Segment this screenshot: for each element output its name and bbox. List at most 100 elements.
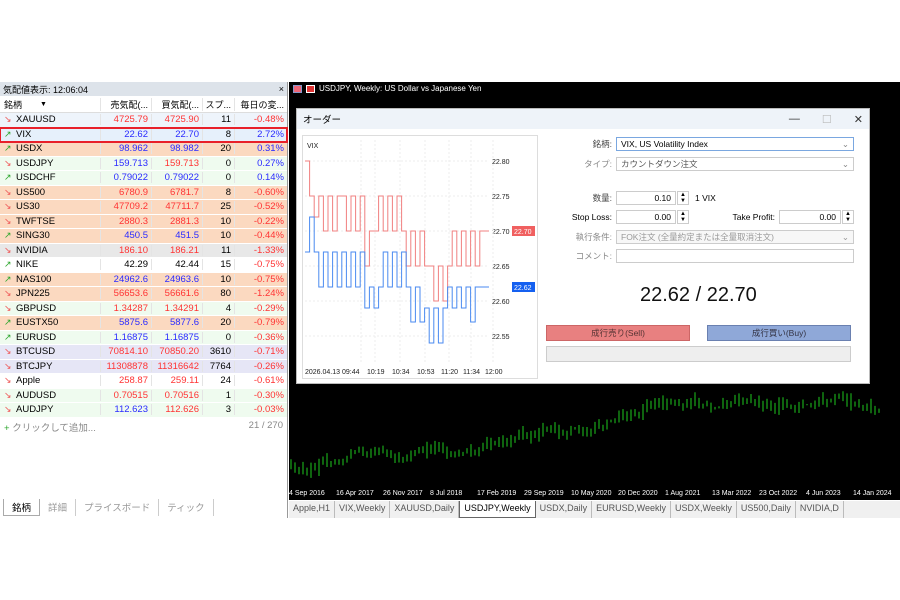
symbol-name: USDJPY bbox=[16, 157, 54, 169]
symbol-row-usdchf[interactable]: ↗ USDCHF 0.79022 0.79022 0 0.14% bbox=[0, 171, 287, 186]
market-watch-panel: 気配値表示: 12:06:04 × 銘柄 ▼ 売気配(... 買気配(... スプ… bbox=[0, 82, 288, 518]
chart-tab[interactable]: EURUSD,Weekly bbox=[592, 501, 671, 518]
volume-spinner[interactable]: ▲ ▼ bbox=[677, 191, 689, 205]
take-profit-spinner[interactable]: ▲ ▼ bbox=[842, 210, 854, 224]
column-symbol[interactable]: 銘柄 ▼ bbox=[4, 99, 47, 110]
arrow-down-icon: ↘ bbox=[4, 360, 12, 371]
take-profit-input[interactable]: 0.00 bbox=[779, 210, 841, 224]
daily-change: -0.52% bbox=[234, 201, 287, 213]
chart-tab[interactable]: VIX,Weekly bbox=[335, 501, 391, 518]
symbol-row-nas100[interactable]: ↗ NAS100 24962.6 24963.6 10 -0.75% bbox=[0, 272, 287, 287]
status-bar bbox=[546, 346, 851, 362]
stop-loss-spinner[interactable]: ▲ ▼ bbox=[677, 210, 689, 224]
column-ask[interactable]: 買気配(... bbox=[151, 97, 202, 111]
date-tick-label: 1 Aug 2021 bbox=[665, 490, 701, 497]
symbol-name: TWFTSE bbox=[16, 215, 56, 227]
symbol-row-eurusd[interactable]: ↗ EURUSD 1.16875 1.16875 0 -0.36% bbox=[0, 330, 287, 345]
spread: 11 bbox=[202, 114, 234, 126]
symbol-row-audusd[interactable]: ↘ AUDUSD 0.70515 0.70516 1 -0.30% bbox=[0, 388, 287, 403]
symbol-row-apple[interactable]: ↘ Apple 258.87 259.11 24 -0.61% bbox=[0, 374, 287, 389]
close-icon[interactable]: × bbox=[278, 84, 284, 94]
symbol-row-nike[interactable]: ↗ NIKE 42.29 42.44 15 -0.75% bbox=[0, 258, 287, 273]
sell-button[interactable]: 成行売り(Sell) bbox=[546, 325, 690, 341]
spread: 3610 bbox=[202, 346, 234, 358]
tab-details[interactable]: 詳細 bbox=[40, 499, 77, 516]
symbol-row-usdx[interactable]: ↗ USDX 98.962 98.982 20 0.31% bbox=[0, 142, 287, 157]
close-icon[interactable]: ✕ bbox=[853, 113, 863, 126]
volume-label: 数量: bbox=[592, 193, 612, 203]
chart-windows-icon bbox=[293, 84, 302, 93]
date-tick-label: 23 Oct 2022 bbox=[759, 490, 798, 497]
type-select[interactable]: カウントダウン注文 ⌄ bbox=[616, 157, 854, 171]
symbol-row-us30[interactable]: ↘ US30 47709.2 47711.7 25 -0.52% bbox=[0, 200, 287, 215]
volume-input[interactable]: 0.10 bbox=[616, 191, 676, 205]
arrow-up-icon: ↗ bbox=[4, 172, 12, 183]
arrow-down-icon: ↘ bbox=[4, 375, 12, 386]
daily-change: -0.30% bbox=[234, 389, 287, 401]
daily-change: -0.75% bbox=[234, 273, 287, 285]
add-symbol-row[interactable]: + クリックして追加... 21 / 270 bbox=[0, 418, 287, 436]
symbol-select[interactable]: VIX, US Volatility Index ⌄ bbox=[616, 137, 854, 151]
comment-input[interactable] bbox=[616, 249, 854, 263]
column-daily-change[interactable]: 毎日の変... bbox=[234, 97, 287, 111]
bid-price: 186.10 bbox=[100, 244, 151, 256]
ask-price: 186.21 bbox=[151, 244, 202, 256]
tab-symbols[interactable]: 銘柄 bbox=[3, 499, 41, 516]
bid-price: 98.962 bbox=[100, 143, 151, 155]
spread: 3 bbox=[202, 404, 234, 416]
symbol-row-us500[interactable]: ↘ US500 6780.9 6781.7 8 -0.60% bbox=[0, 185, 287, 200]
bid-price: 4725.79 bbox=[100, 114, 151, 126]
column-bid[interactable]: 売気配(... bbox=[100, 97, 151, 111]
column-spread[interactable]: スプ... bbox=[202, 97, 234, 111]
symbol-row-nvidia[interactable]: ↘ NVIDIA 186.10 186.21 11 -1.33% bbox=[0, 243, 287, 258]
daily-change: -0.29% bbox=[234, 302, 287, 314]
ask-price: 259.11 bbox=[151, 375, 202, 387]
bid-price: 0.70515 bbox=[100, 389, 151, 401]
buy-button[interactable]: 成行買い(Buy) bbox=[707, 325, 851, 341]
symbol-name: EUSTX50 bbox=[16, 317, 59, 329]
tab-ticks[interactable]: ティック bbox=[159, 499, 214, 516]
symbol-name: NIKE bbox=[16, 259, 39, 271]
symbol-row-audjpy[interactable]: ↘ AUDJPY 112.623 112.626 3 -0.03% bbox=[0, 403, 287, 418]
y-tick-label: 22.65 bbox=[492, 264, 510, 271]
symbol-name: AUDJPY bbox=[16, 404, 54, 416]
ask-price: 112.626 bbox=[151, 404, 202, 416]
symbol-name: US500 bbox=[16, 186, 46, 198]
chart-tab[interactable]: NVIDIA,D bbox=[796, 501, 844, 518]
arrow-down-icon: ↘ bbox=[4, 404, 12, 415]
chart-tab[interactable]: XAUUSD,Daily bbox=[390, 501, 460, 518]
tab-priceboard[interactable]: プライスボード bbox=[76, 499, 160, 516]
symbol-row-usdjpy[interactable]: ↘ USDJPY 159.713 159.713 0 0.27% bbox=[0, 156, 287, 171]
symbol-row-btcjpy[interactable]: ↘ BTCJPY 11308878 11316642 7764 -0.26% bbox=[0, 359, 287, 374]
chart-tab[interactable]: USDJPY,Weekly bbox=[459, 501, 536, 518]
plus-icon: + bbox=[4, 422, 10, 434]
take-profit-field: Take Profit: 0.00 ▲ ▼ bbox=[713, 210, 854, 224]
maximize-icon[interactable]: ☐ bbox=[821, 113, 832, 126]
spread: 80 bbox=[202, 288, 234, 300]
spread: 4 bbox=[202, 302, 234, 314]
symbol-row-twftse[interactable]: ↘ TWFTSE 2880.3 2881.3 10 -0.22% bbox=[0, 214, 287, 229]
minimize-icon[interactable]: — bbox=[788, 112, 800, 125]
symbol-row-eustx50[interactable]: ↗ EUSTX50 5875.6 5877.6 20 -0.79% bbox=[0, 316, 287, 331]
spread: 0 bbox=[202, 172, 234, 184]
arrow-down-icon: ↘ bbox=[4, 288, 12, 299]
chart-tab[interactable]: USDX,Daily bbox=[536, 501, 593, 518]
chart-tab[interactable]: Apple,H1 bbox=[289, 501, 336, 518]
symbol-row-sing30[interactable]: ↗ SING30 450.5 451.5 10 -0.44% bbox=[0, 229, 287, 244]
symbol-label: 銘柄: bbox=[592, 139, 612, 149]
stop-loss-input[interactable]: 0.00 bbox=[616, 210, 676, 224]
symbol-row-vix[interactable]: ↗ VIX 22.62 22.70 8 2.72% bbox=[0, 126, 288, 143]
spread: 15 bbox=[202, 259, 234, 271]
ask-price: 2881.3 bbox=[151, 215, 202, 227]
symbol-name: GBPUSD bbox=[16, 302, 57, 314]
symbol-row-btcusd[interactable]: ↘ BTCUSD 70814.10 70850.20 3610 -0.71% bbox=[0, 345, 287, 360]
chart-tab[interactable]: US500,Daily bbox=[737, 501, 796, 518]
symbol-row-jpn225[interactable]: ↘ JPN225 56653.6 56661.6 80 -1.24% bbox=[0, 287, 287, 302]
symbol-row-xauusd[interactable]: ↘ XAUUSD 4725.79 4725.90 11 -0.48% bbox=[0, 113, 287, 128]
symbol-row-gbpusd[interactable]: ↘ GBPUSD 1.34287 1.34291 4 -0.29% bbox=[0, 301, 287, 316]
date-tick-label: 10 May 2020 bbox=[571, 490, 612, 497]
x-tick-label: 10:53 bbox=[417, 369, 435, 376]
chart-tab[interactable]: USDX,Weekly bbox=[671, 501, 737, 518]
symbol-name: EURUSD bbox=[16, 331, 57, 343]
symbol-name: AUDUSD bbox=[16, 389, 57, 401]
